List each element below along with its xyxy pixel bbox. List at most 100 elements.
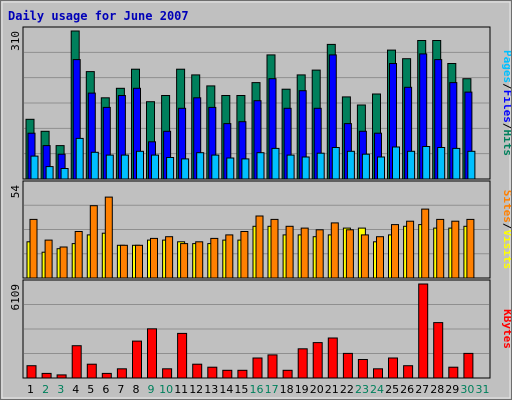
pages-bar — [467, 150, 476, 180]
sites-bar — [360, 234, 369, 279]
kbytes-bar — [342, 352, 353, 379]
legend-sites-visits: Sites/Visits — [501, 190, 511, 270]
kbytes-bar — [71, 345, 82, 379]
sites-bar — [44, 239, 53, 279]
day-label: 27 — [415, 383, 429, 396]
legend-pages-files-hits: Pages/Files/Hits — [501, 50, 511, 156]
pages-bar — [377, 156, 385, 180]
sites-bar — [59, 246, 68, 279]
kbytes-bar — [297, 348, 308, 379]
pages-bar — [241, 158, 250, 180]
sites-bar — [376, 236, 384, 279]
day-label: 2 — [42, 383, 49, 396]
kbytes-bar — [222, 369, 233, 379]
sites-bar — [451, 220, 460, 279]
day-label: 9 — [148, 383, 155, 396]
pages-bar — [226, 157, 235, 180]
pages-bar — [301, 156, 310, 180]
kbytes-bar — [237, 369, 248, 379]
sites-bar — [89, 205, 98, 279]
kbytes-bar — [207, 366, 218, 379]
y-max-label-3: 6109 — [9, 284, 22, 311]
kbytes-bar — [116, 368, 127, 379]
sites-bar — [135, 244, 143, 279]
day-label: 19 — [295, 383, 309, 396]
legend-entry: Sites — [501, 190, 511, 223]
pages-bar — [196, 152, 205, 180]
legend-separator: / — [501, 223, 511, 230]
sites-bar — [195, 241, 204, 279]
pages-bar — [407, 150, 416, 180]
day-label: 5 — [87, 383, 94, 396]
kbytes-bar — [373, 368, 383, 379]
day-label: 11 — [174, 383, 188, 396]
kbytes-bar — [433, 322, 444, 379]
day-label: 24 — [370, 383, 384, 396]
sites-bar — [345, 229, 354, 279]
day-label: 22 — [340, 383, 354, 396]
day-label: 6 — [102, 383, 109, 396]
day-label: 29 — [445, 383, 459, 396]
kbytes-bar — [147, 328, 157, 379]
sites-bar — [255, 215, 264, 279]
pages-bar — [437, 147, 446, 180]
pages-bar — [331, 147, 340, 180]
pages-bar — [256, 152, 265, 180]
sites-bar — [330, 222, 339, 279]
day-label: 30 — [460, 383, 474, 396]
legend-kbytes: KBytes — [501, 309, 511, 349]
day-label: 12 — [189, 383, 203, 396]
sites-bar — [270, 218, 279, 279]
kbytes-bar — [86, 363, 97, 379]
sites-bar — [391, 224, 399, 279]
pages-bar — [136, 150, 144, 180]
day-label: 1 — [27, 383, 34, 396]
sites-bar — [150, 237, 158, 279]
kbytes-bar — [357, 359, 368, 379]
sites-bar — [285, 225, 294, 279]
legend-entry: Files — [501, 90, 511, 123]
pages-bar — [90, 151, 99, 180]
kbytes-bar — [418, 283, 429, 379]
pages-bar — [60, 168, 69, 180]
sites-bar — [165, 236, 174, 279]
sites-bar — [436, 218, 445, 279]
day-label: 4 — [72, 383, 79, 396]
kbytes-bar — [463, 352, 474, 379]
kbytes-bar — [267, 354, 278, 379]
pages-bar — [392, 146, 400, 180]
kbytes-bar — [282, 369, 293, 379]
legend-separator: / — [501, 123, 511, 130]
kbytes-bar — [252, 357, 263, 379]
kbytes-bar — [448, 366, 459, 379]
kbytes-bar — [132, 340, 142, 379]
sites-bar — [210, 237, 219, 279]
day-label: 7 — [117, 383, 124, 396]
kbytes-bar — [162, 368, 173, 379]
day-label: 25 — [385, 383, 399, 396]
day-label: 10 — [159, 383, 173, 396]
kbytes-bar — [403, 365, 414, 379]
kbytes-bar — [327, 337, 338, 379]
sites-bar — [300, 227, 309, 279]
y-max-label-2: 54 — [9, 185, 22, 199]
pages-bar — [105, 154, 114, 180]
sites-bar — [119, 244, 128, 279]
day-label: 31 — [476, 383, 490, 396]
sites-bar — [240, 231, 249, 279]
sites-bar — [315, 229, 324, 279]
sites-bar — [225, 234, 234, 279]
day-label: 21 — [325, 383, 339, 396]
kbytes-bar — [388, 357, 398, 379]
day-label: 13 — [204, 383, 218, 396]
pages-bar — [120, 154, 129, 180]
legend-entry: Hits — [501, 130, 511, 157]
sites-bar — [421, 208, 430, 279]
day-label: 14 — [219, 383, 233, 396]
sites-bar — [180, 243, 189, 279]
pages-bar — [422, 146, 431, 180]
day-label: 8 — [133, 383, 140, 396]
